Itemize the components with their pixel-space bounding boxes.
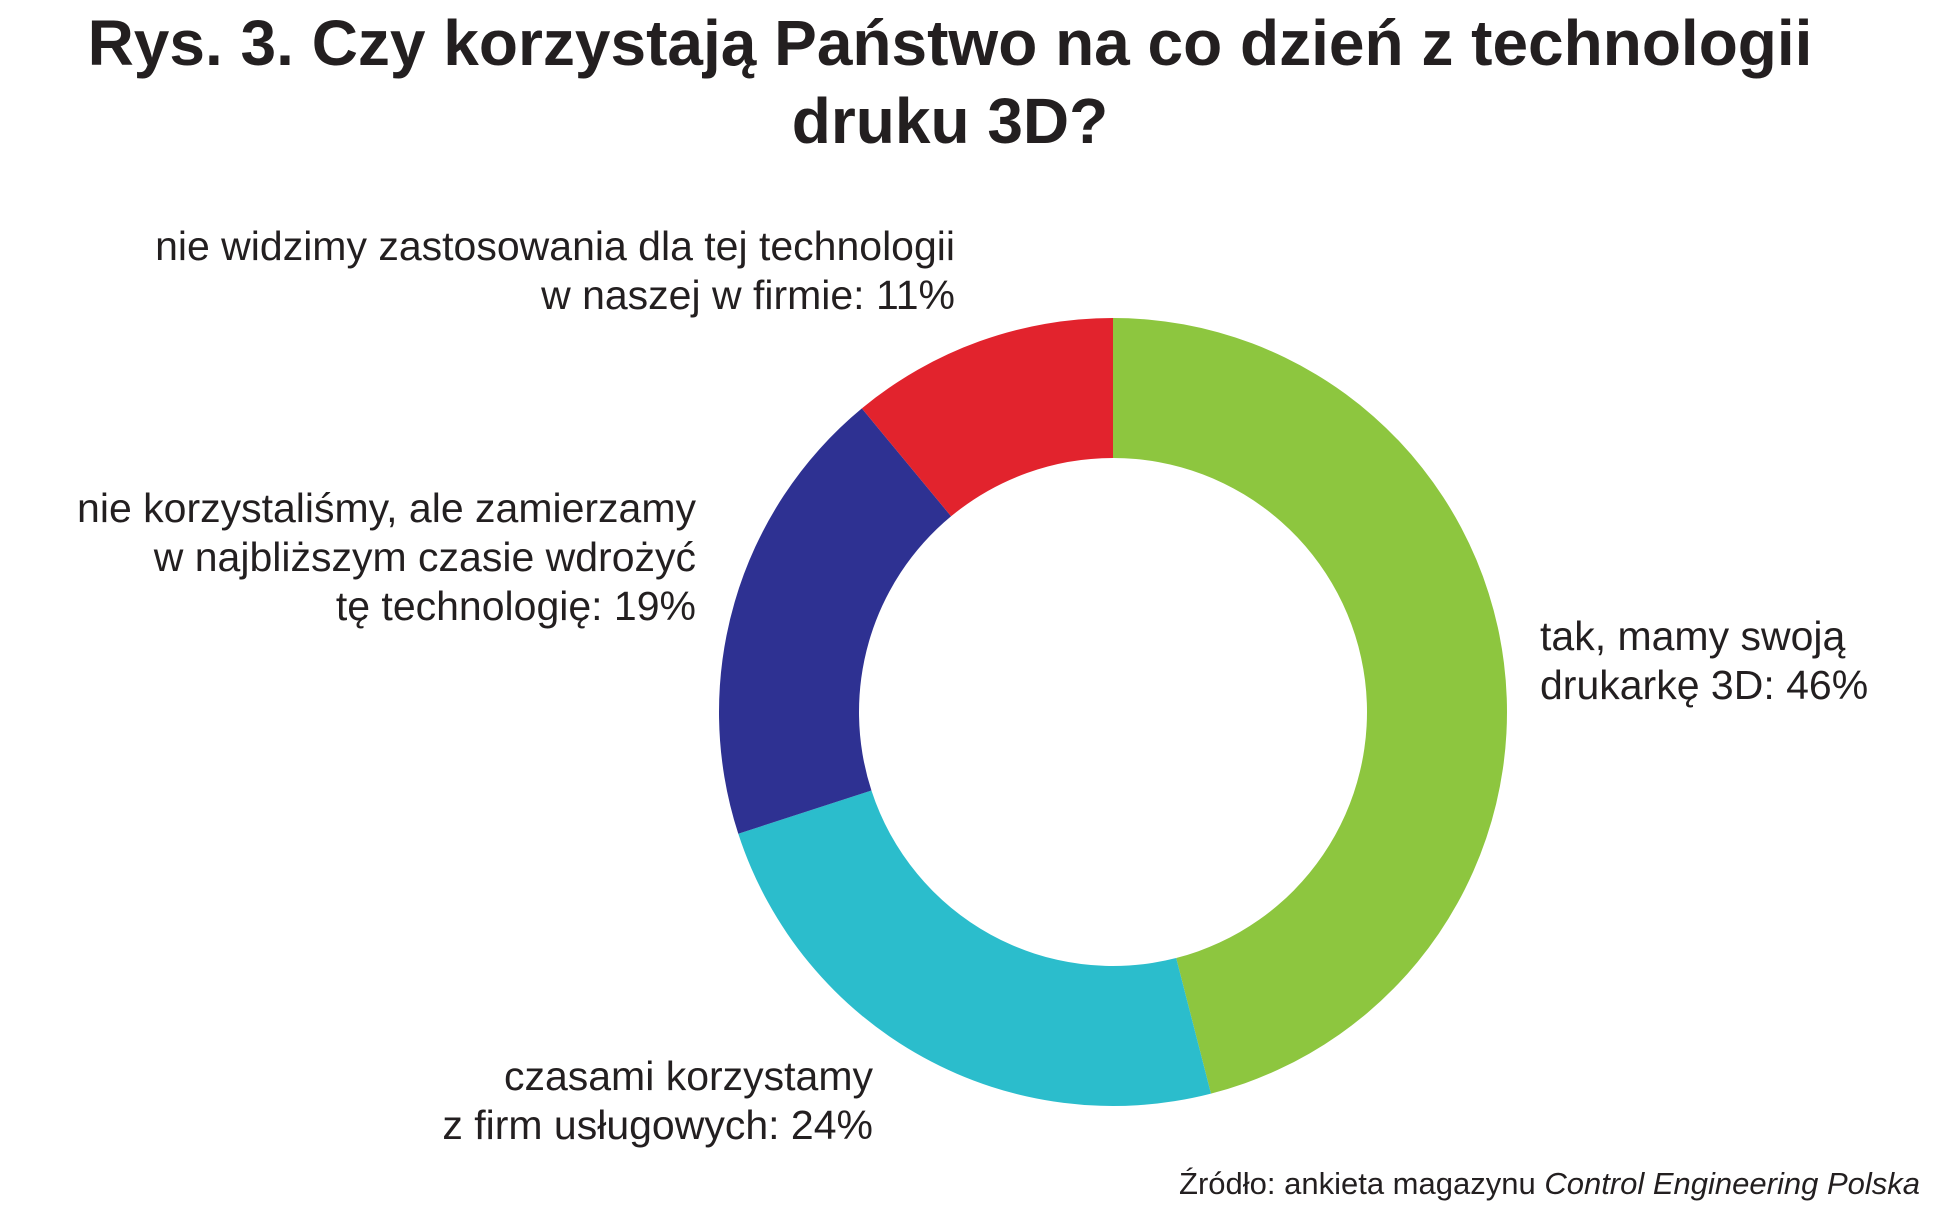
chart-title-line-1: Rys. 3. Czy korzystają Państwo na co dzi… bbox=[87, 7, 1813, 79]
data-label-nie-korzystalismy-line-3: tę technologię: 19% bbox=[335, 583, 696, 629]
data-label-czasami-line-1: czasami korzystamy bbox=[503, 1053, 873, 1099]
data-label-nie-korzystalismy: nie korzystaliśmy, ale zamierzamy w najb… bbox=[77, 484, 696, 631]
data-label-nie-widzimy-line-1: nie widzimy zastosowania dla tej technol… bbox=[155, 223, 955, 269]
data-label-czasami: czasami korzystamy z firm usługowych: 24… bbox=[442, 1052, 873, 1150]
slice-tak bbox=[1113, 318, 1508, 1094]
slice-czasami bbox=[738, 790, 1211, 1106]
source-prefix: Źródło: ankieta magazynu bbox=[1179, 1166, 1545, 1201]
data-label-tak: tak, mamy swoją drukarkę 3D: 46% bbox=[1540, 612, 1868, 710]
data-label-nie-widzimy: nie widzimy zastosowania dla tej technol… bbox=[155, 222, 955, 320]
data-label-nie-korzystalismy-line-2: w najbliższym czasie wdrożyć bbox=[153, 534, 696, 580]
chart-title: Rys. 3. Czy korzystają Państwo na co dzi… bbox=[0, 4, 1900, 160]
source-publication: Control Engineering Polska bbox=[1544, 1166, 1920, 1201]
data-label-tak-line-2: drukarkę 3D: 46% bbox=[1540, 662, 1869, 708]
slice-nie-widzimy bbox=[861, 318, 1113, 517]
source-note: Źródło: ankieta magazynu Control Enginee… bbox=[1179, 1165, 1920, 1203]
data-label-nie-korzystalismy-line-1: nie korzystaliśmy, ale zamierzamy bbox=[77, 485, 696, 531]
data-label-czasami-line-2: z firm usługowych: 24% bbox=[442, 1102, 873, 1148]
donut-slices bbox=[719, 318, 1508, 1106]
data-label-nie-widzimy-line-2: w naszej w firmie: 11% bbox=[541, 272, 955, 318]
data-label-tak-line-1: tak, mamy swoją bbox=[1540, 613, 1846, 659]
chart-title-line-2: druku 3D? bbox=[791, 85, 1109, 157]
slice-nie-korzystalismy bbox=[719, 408, 952, 834]
